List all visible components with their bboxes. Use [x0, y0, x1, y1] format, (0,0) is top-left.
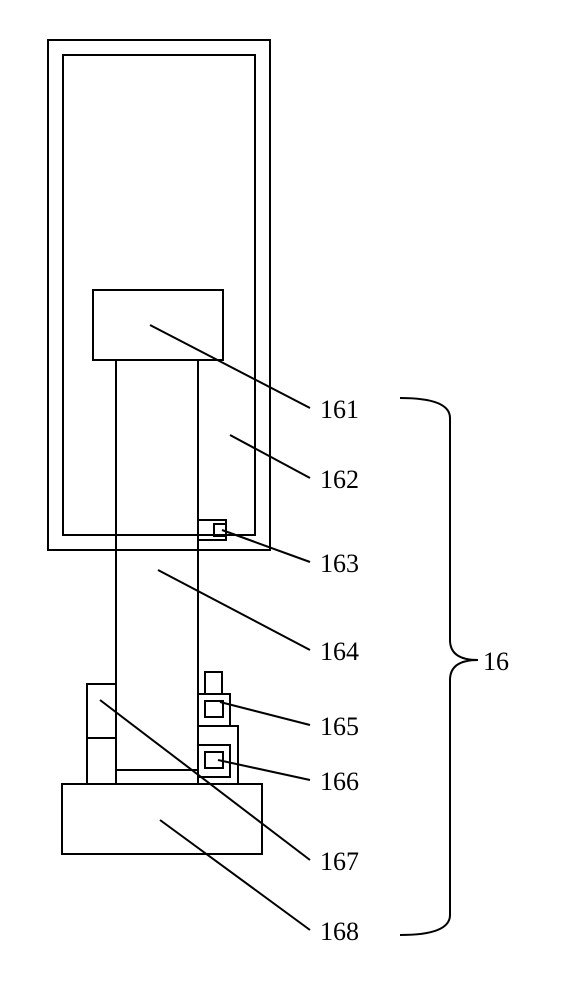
leader-l165	[220, 702, 310, 725]
base-168	[62, 784, 262, 854]
label-n166: 166	[320, 767, 359, 796]
label-n165: 165	[320, 712, 359, 741]
brace-layer	[400, 398, 478, 935]
label-n168: 168	[320, 917, 359, 946]
leader-l161	[150, 325, 310, 408]
label-n164: 164	[320, 637, 359, 666]
block-165-inner	[205, 701, 223, 717]
block-161	[93, 290, 223, 360]
right-stack-top	[205, 672, 222, 694]
leader-lines-layer	[100, 325, 310, 930]
leader-l166	[218, 760, 310, 780]
block-165-outer	[198, 694, 230, 726]
left-stack-lower	[87, 738, 116, 784]
outer-frame	[48, 40, 270, 550]
labels-layer: 161 162 163 164 165 166 167 168 16	[320, 395, 509, 946]
label-n16: 16	[483, 647, 509, 676]
shapes-layer	[48, 40, 270, 854]
engineering-diagram: 161 162 163 164 165 166 167 168 16	[0, 0, 570, 1000]
leader-l164	[158, 570, 310, 650]
leader-l163	[222, 530, 310, 562]
leader-l167	[100, 700, 310, 860]
column-164	[116, 360, 198, 770]
group-brace-16	[400, 398, 478, 935]
left-stack-upper	[87, 684, 116, 738]
label-n161: 161	[320, 395, 359, 424]
label-n163: 163	[320, 549, 359, 578]
leader-l168	[160, 820, 310, 930]
label-n162: 162	[320, 465, 359, 494]
inner-frame	[63, 55, 255, 535]
label-n167: 167	[320, 847, 359, 876]
